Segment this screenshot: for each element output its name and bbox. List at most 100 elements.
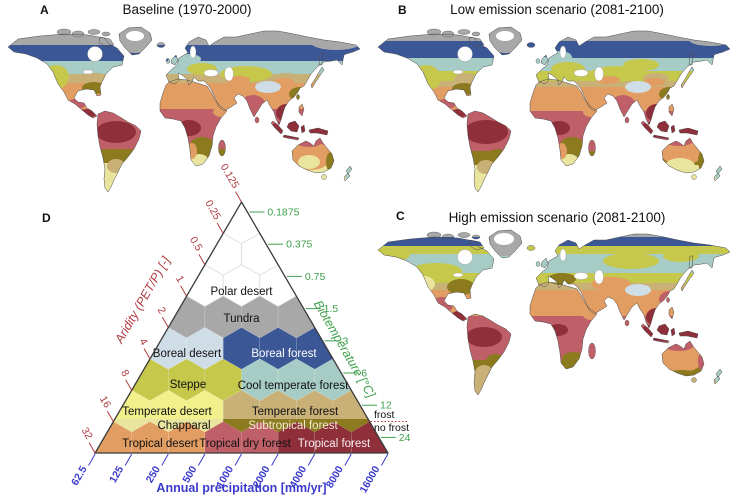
- coastline: [656, 120, 670, 133]
- lake: [457, 249, 473, 265]
- zone-label-tropicalForest: Tropical forest: [298, 438, 371, 450]
- zone-label-steppe: Steppe: [170, 379, 206, 391]
- coastline: [466, 313, 512, 396]
- lake: [559, 248, 567, 262]
- lake: [573, 272, 589, 280]
- coastline: [286, 120, 300, 133]
- aridity-tick: 0.5: [187, 235, 205, 254]
- coastline: [298, 103, 305, 117]
- precipitation-tick: 8000: [324, 464, 346, 490]
- biotemperature-tick: 6: [361, 368, 367, 380]
- precipitation-axis-title: Annual precipitation [mm/yr]: [156, 481, 326, 495]
- coastline: [688, 255, 694, 269]
- aridity-tick: 8: [118, 368, 131, 379]
- coastline: [468, 239, 485, 251]
- zone-label-temperateDesert: Temperate desert: [122, 406, 212, 418]
- frost-label: frost: [374, 409, 395, 421]
- panel-letter-c: C: [396, 209, 405, 223]
- coastline: [170, 54, 179, 66]
- coastline: [310, 66, 325, 89]
- coastline: [318, 52, 324, 66]
- world-map-baseline: [7, 26, 361, 193]
- biotemperature-tick: 0.75: [305, 271, 326, 283]
- panel-title-baseline: Baseline (1970-2000): [122, 2, 252, 17]
- coastline: [529, 281, 598, 370]
- coastline: [668, 306, 675, 320]
- zone-label-temperateForest: Temperate forest: [252, 406, 339, 418]
- coastline: [668, 103, 675, 117]
- panel-title-high-emission: High emission scenario (2081-2100): [448, 210, 666, 225]
- coastline: [488, 26, 523, 56]
- world-map-high-emission: [377, 229, 731, 396]
- zone-label-subtropicalForest: Subtropical forest: [248, 420, 338, 432]
- zone-label-chapparal: Chapparal: [157, 420, 210, 432]
- zone-label-tropicalDesert: Tropical desert: [122, 438, 198, 450]
- coastline: [345, 165, 353, 175]
- coastline: [715, 165, 723, 175]
- lake: [594, 269, 604, 285]
- biome-regions: [378, 27, 730, 192]
- coastline: [282, 134, 300, 141]
- coastline: [652, 134, 670, 141]
- precipitation-tick: 125: [107, 464, 126, 485]
- zone-label-borealDesert: Boreal desert: [153, 348, 222, 360]
- zone-label-tropicalDryForest: Tropical dry forest: [199, 438, 291, 450]
- coastline: [159, 78, 228, 167]
- coastline: [291, 137, 335, 174]
- world-map-low-emission: [377, 26, 731, 193]
- biotemperature-tick: 3: [342, 335, 348, 347]
- panel-letter-b: B: [398, 3, 407, 17]
- coastline: [678, 127, 699, 136]
- coastline: [300, 124, 306, 134]
- coastline: [96, 110, 142, 193]
- lake: [559, 45, 567, 59]
- lake: [189, 45, 197, 59]
- panel-letter-a: A: [40, 3, 49, 17]
- coastline: [670, 327, 676, 337]
- coastline: [270, 120, 284, 135]
- coastline: [688, 52, 694, 66]
- panel-letter-d: D: [42, 211, 51, 225]
- coastline: [540, 257, 549, 269]
- lake: [457, 46, 473, 62]
- coastline: [640, 120, 654, 135]
- no-frost-label: no frost: [374, 422, 409, 434]
- coastline: [652, 337, 670, 344]
- coastline: [377, 236, 495, 322]
- coastline: [377, 33, 495, 119]
- precipitation-tick: 62.5: [69, 464, 90, 488]
- aridity-tick: 0.25: [202, 198, 223, 222]
- coastline: [680, 66, 695, 89]
- lake: [203, 69, 219, 77]
- biome-regions: [378, 230, 730, 395]
- coastline: [661, 137, 705, 174]
- coastline: [466, 110, 512, 193]
- coastline: [7, 33, 125, 119]
- coastline: [165, 30, 361, 126]
- life-zone-hexagons: [95, 202, 388, 453]
- biotemperature-tick: 0.375: [286, 239, 312, 251]
- biotemperature-tick: 1.5: [324, 303, 339, 315]
- aridity-tick: 2: [155, 305, 168, 316]
- coastline: [670, 124, 676, 134]
- aridity-tick: 16: [97, 394, 113, 410]
- panel-title-low-emission: Low emission scenario (2081-2100): [450, 2, 664, 17]
- lake: [224, 66, 234, 82]
- aridity-axis-title: Aridity (PET/P) [-]: [112, 254, 174, 347]
- coastline: [529, 78, 598, 167]
- aridity-tick: 1: [173, 274, 186, 285]
- biotemperature-tick: 24: [399, 432, 411, 444]
- lake: [452, 69, 464, 75]
- coastline: [118, 26, 153, 56]
- coastline: [656, 323, 670, 336]
- life-zone-ternary-diagram: Polar desert Tundra Boreal desert Boreal fo…: [69, 162, 411, 496]
- coastline: [713, 172, 721, 182]
- coastline: [540, 54, 549, 66]
- coastline: [535, 30, 731, 126]
- aridity-tick: 32: [79, 425, 95, 441]
- coastline: [343, 172, 351, 182]
- coastline: [713, 375, 721, 385]
- zone-label-borealForest: Boreal forest: [251, 348, 317, 360]
- coastline: [640, 323, 654, 338]
- lake: [87, 46, 103, 62]
